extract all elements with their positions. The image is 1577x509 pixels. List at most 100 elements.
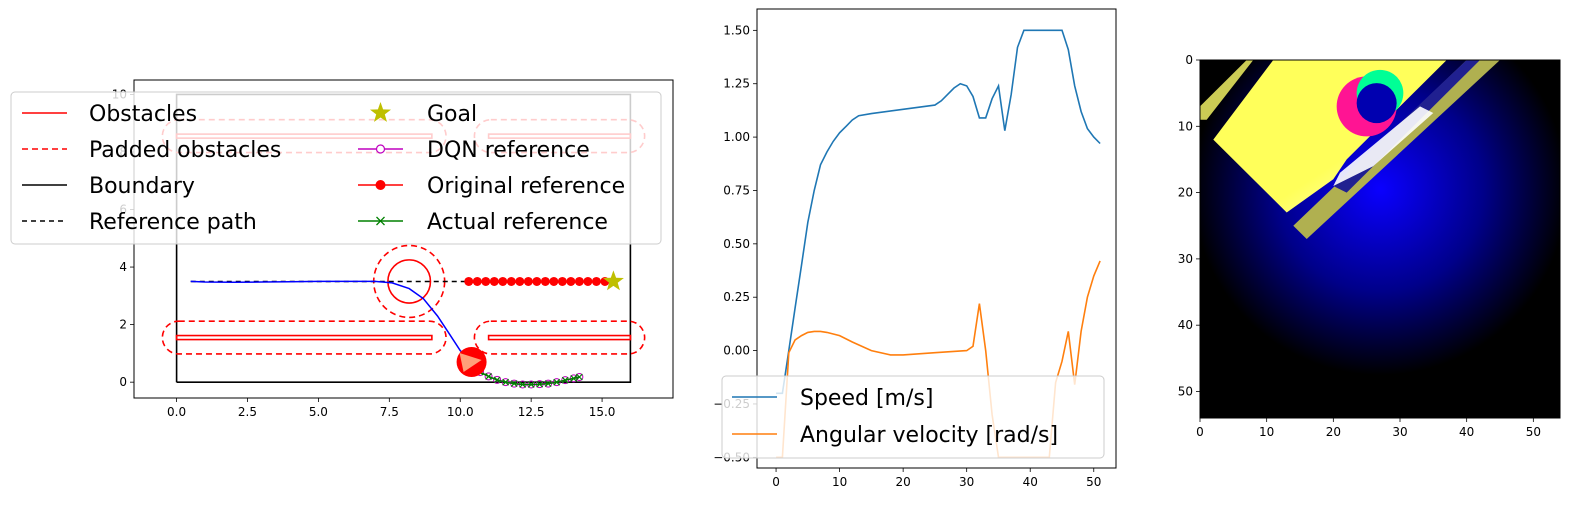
original-reference-point xyxy=(498,276,508,286)
x-tick-label: 50 xyxy=(1526,425,1541,439)
map-legend: Obstacles Padded obstacles Boundary Referen… xyxy=(10,91,662,245)
y-tick-label: 0.25 xyxy=(723,290,750,304)
padded-obstacle xyxy=(161,320,447,355)
original-reference-point xyxy=(481,276,491,286)
original-reference-point xyxy=(489,276,499,286)
x-tick-label: 30 xyxy=(959,475,974,489)
x-tick-label: 0 xyxy=(772,475,780,489)
x-tick-label: 10 xyxy=(1259,425,1274,439)
y-tick-label: 0.00 xyxy=(723,344,750,358)
original-reference-point xyxy=(472,276,482,286)
original-reference-point xyxy=(549,276,559,286)
actual-reference-point xyxy=(570,375,578,382)
actual-reference-point xyxy=(575,373,583,381)
original-reference-point xyxy=(574,276,584,286)
original-reference-point xyxy=(523,276,533,286)
y-tick-label: 30 xyxy=(1178,252,1193,266)
map-legend-box xyxy=(10,91,662,245)
x-tick-label: 10.0 xyxy=(447,405,474,419)
original-reference-point xyxy=(583,276,593,286)
path-streak xyxy=(1333,106,1434,186)
legend-label: DQN reference xyxy=(427,138,590,163)
series-line xyxy=(776,29,1101,395)
obstacle xyxy=(487,334,632,341)
actual-reference-point xyxy=(527,381,535,388)
legend-handle-actual-marker xyxy=(376,216,385,226)
original-reference-point xyxy=(506,276,516,286)
robot-marker xyxy=(1356,83,1397,124)
y-tick-label: 4 xyxy=(119,260,127,274)
x-tick-label: 0.0 xyxy=(167,405,186,419)
x-tick-label: 40 xyxy=(1023,475,1038,489)
legend-label: Angular velocity [rad/s] xyxy=(800,423,1058,448)
x-tick-label: 20 xyxy=(1326,425,1341,439)
dqn-reference-point xyxy=(484,372,493,381)
x-tick-label: 10 xyxy=(832,475,847,489)
legend-handle-orig-marker xyxy=(375,180,386,190)
x-tick-label: 12.5 xyxy=(518,405,545,419)
series-line xyxy=(776,260,1101,459)
y-tick-label: 10 xyxy=(1178,119,1193,133)
legend-label: Padded obstacles xyxy=(89,138,281,163)
x-tick-label: 2.5 xyxy=(238,405,257,419)
x-tick-label: 5.0 xyxy=(309,405,328,419)
legend-label: Obstacles xyxy=(89,102,197,127)
velocity-x-ticks: 0 10 20 30 40 50 xyxy=(772,468,1101,489)
image-axes-frame xyxy=(1199,59,1561,419)
y-tick-label: 2 xyxy=(119,318,127,332)
goal-star xyxy=(603,270,624,291)
velocity-plot-area xyxy=(776,29,1101,459)
original-reference-point xyxy=(515,276,525,286)
obstacle-circle xyxy=(387,259,432,304)
y-tick-label: 40 xyxy=(1178,318,1193,332)
actual-reference-point xyxy=(536,380,544,388)
image-y-ticks: 0 10 20 30 40 50 xyxy=(1178,53,1200,398)
map-x-ticks: 0.0 2.5 5.0 7.5 10.0 12.5 15.0 xyxy=(167,398,615,419)
legend-handle-dqn-marker xyxy=(375,144,386,154)
actual-reference-point xyxy=(502,378,510,386)
y-tick-label: 20 xyxy=(1178,186,1193,200)
actual-reference-point xyxy=(485,372,493,380)
actual-reference-point xyxy=(553,378,561,386)
robot-heading xyxy=(459,353,482,373)
image-x-ticks: 0 10 20 30 40 50 xyxy=(1196,418,1541,439)
original-reference-point xyxy=(591,276,601,286)
velocity-legend-box xyxy=(721,375,1105,459)
original-reference-point xyxy=(566,276,576,286)
x-tick-label: 50 xyxy=(1086,475,1101,489)
y-tick-label: 0.50 xyxy=(723,237,750,251)
original-reference-point xyxy=(540,276,550,286)
x-tick-label: 15.0 xyxy=(589,405,616,419)
actual-reference-point xyxy=(519,381,527,388)
map-panel: 0.02.55.07.510.012.515.0 0246810 Obstacl… xyxy=(10,79,674,419)
y-tick-label: 50 xyxy=(1178,384,1193,398)
y-tick-label: 0 xyxy=(119,375,127,389)
padded-obstacle xyxy=(473,320,646,355)
legend-label: Reference path xyxy=(89,210,257,235)
legend-label: Boundary xyxy=(89,174,195,199)
lane-right xyxy=(1293,60,1500,239)
original-reference-point xyxy=(464,276,474,286)
legend-label: Speed [m/s] xyxy=(800,386,933,411)
original-reference-point xyxy=(532,276,542,286)
actual-reference-point xyxy=(561,376,569,384)
x-tick-label: 0 xyxy=(1196,425,1204,439)
velocity-axes-frame xyxy=(756,8,1117,469)
velocity-legend: Speed [m/s] Angular velocity [rad/s] xyxy=(721,375,1105,459)
legend-handle-goal xyxy=(370,102,391,122)
actual-reference-point xyxy=(510,380,518,388)
occupancy-image-panel: 0 10 20 30 40 50 0 10 20 30 40 50 xyxy=(1178,53,1561,439)
legend-label: Goal xyxy=(427,102,477,127)
legend-label: Actual reference xyxy=(427,210,608,235)
actual-reference-point xyxy=(544,380,552,388)
y-tick-label: 1.50 xyxy=(723,23,750,37)
y-tick-label: 0.75 xyxy=(723,183,750,197)
y-tick-label: 0 xyxy=(1185,53,1193,67)
trajectory-line xyxy=(190,280,473,363)
y-tick-label: 1.00 xyxy=(723,130,750,144)
x-tick-label: 30 xyxy=(1392,425,1407,439)
legend-label: Original reference xyxy=(427,174,625,199)
dqn-reference-point xyxy=(493,375,502,384)
